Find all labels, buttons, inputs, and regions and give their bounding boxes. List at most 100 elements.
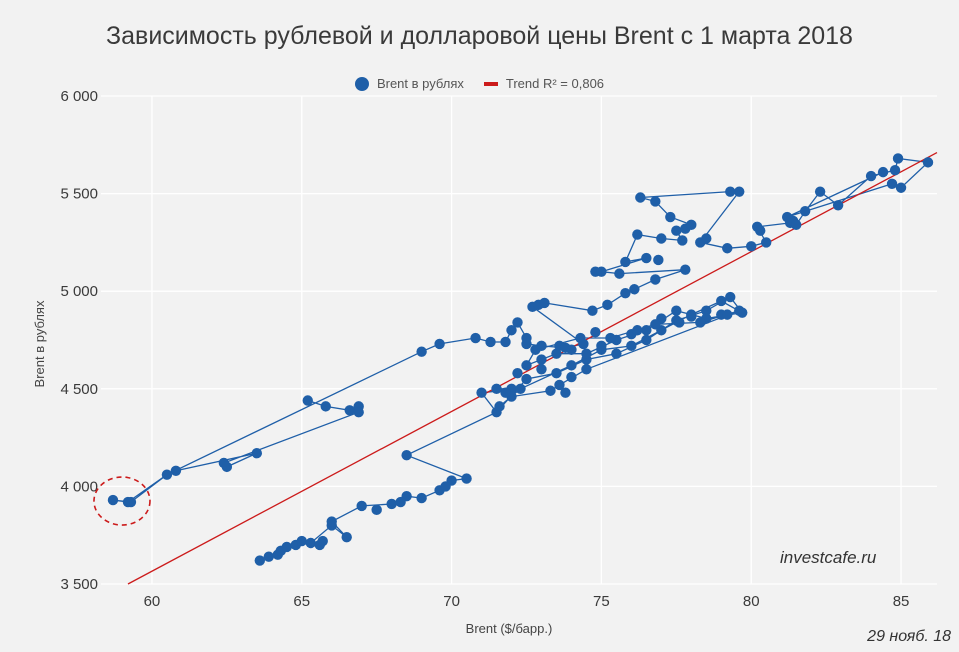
data-point bbox=[725, 186, 736, 197]
data-point bbox=[440, 481, 451, 492]
data-point bbox=[560, 387, 571, 398]
data-point bbox=[620, 287, 631, 299]
data-point bbox=[506, 325, 517, 336]
data-point bbox=[296, 535, 307, 547]
data-point bbox=[641, 334, 652, 346]
data-point bbox=[263, 551, 274, 562]
trend-line bbox=[127, 152, 938, 585]
data-point bbox=[632, 325, 643, 336]
data-point bbox=[734, 305, 745, 316]
y-tick-label: 5 000 bbox=[60, 283, 98, 300]
data-point bbox=[551, 367, 562, 379]
y-tick-label: 3 500 bbox=[60, 576, 98, 593]
x-tick-label: 80 bbox=[743, 593, 760, 610]
data-point bbox=[476, 387, 487, 398]
data-point bbox=[251, 448, 263, 459]
data-point bbox=[494, 401, 505, 412]
legend-item-rub[interactable]: Brent в рублях bbox=[354, 76, 464, 91]
data-point bbox=[566, 371, 577, 383]
data-point bbox=[536, 354, 547, 365]
data-point bbox=[716, 295, 727, 307]
data-point bbox=[317, 535, 328, 547]
data-point bbox=[521, 373, 532, 385]
data-point bbox=[125, 496, 137, 508]
data-point bbox=[653, 254, 664, 266]
data-point bbox=[356, 500, 367, 512]
data-point bbox=[305, 537, 316, 549]
data-point bbox=[416, 492, 427, 504]
data-point bbox=[590, 326, 601, 338]
data-point bbox=[320, 401, 331, 412]
legend-marker-trend bbox=[483, 81, 498, 86]
data-point bbox=[629, 284, 640, 295]
data-point bbox=[922, 157, 934, 168]
x-tick-label: 85 bbox=[893, 593, 910, 610]
data-point bbox=[626, 340, 637, 352]
data-point bbox=[656, 233, 667, 244]
y-tick-label: 5 500 bbox=[60, 186, 98, 203]
legend-label-rub: Brent в рублях bbox=[376, 76, 464, 91]
data-point bbox=[686, 311, 697, 322]
data-point bbox=[814, 186, 826, 197]
data-point bbox=[701, 305, 712, 316]
data-point bbox=[602, 299, 613, 311]
data-point bbox=[371, 504, 382, 516]
data-point bbox=[566, 360, 577, 371]
data-point bbox=[761, 237, 772, 248]
y-axis-label: Brent в рублях bbox=[32, 300, 47, 387]
data-point bbox=[746, 241, 757, 252]
data-point bbox=[889, 164, 901, 176]
data-point bbox=[536, 340, 547, 352]
data-point bbox=[545, 385, 556, 396]
data-point bbox=[554, 379, 565, 391]
data-point bbox=[281, 541, 292, 553]
data-point bbox=[892, 153, 904, 164]
data-point bbox=[596, 266, 607, 277]
data-point bbox=[701, 233, 712, 244]
data-point bbox=[605, 332, 616, 344]
data-point bbox=[635, 192, 646, 203]
data-point bbox=[341, 531, 352, 543]
data-point bbox=[515, 383, 526, 394]
data-point bbox=[401, 449, 412, 461]
data-point bbox=[722, 309, 733, 320]
data-point bbox=[650, 196, 661, 207]
data-point bbox=[620, 256, 631, 268]
chart-legend: Brent в рублях Trend R² = 0,806 bbox=[0, 76, 959, 91]
data-point bbox=[221, 461, 233, 473]
data-point bbox=[886, 178, 898, 190]
y-tick-label: 6 000 bbox=[60, 88, 98, 105]
data-point bbox=[677, 235, 688, 246]
data-point bbox=[799, 205, 811, 217]
data-point bbox=[470, 332, 481, 344]
legend-item-trend[interactable]: Trend R² = 0,806 bbox=[483, 76, 605, 91]
data-point bbox=[596, 340, 607, 352]
legend-label-trend: Trend R² = 0,806 bbox=[505, 76, 605, 91]
data-point bbox=[521, 360, 532, 371]
data-point bbox=[512, 317, 523, 328]
data-point bbox=[755, 225, 766, 236]
data-point bbox=[695, 317, 706, 328]
data-point bbox=[725, 291, 736, 303]
data-point bbox=[671, 305, 682, 316]
data-point bbox=[581, 348, 592, 359]
legend-marker-rub bbox=[354, 76, 369, 91]
data-point bbox=[539, 297, 550, 309]
data-point bbox=[641, 252, 652, 264]
data-point bbox=[781, 211, 793, 223]
x-tick-label: 75 bbox=[593, 593, 610, 610]
date-label: 29 нояб. 18 bbox=[867, 628, 951, 645]
data-point bbox=[895, 182, 907, 193]
data-point bbox=[170, 465, 182, 476]
x-tick-label: 65 bbox=[293, 593, 310, 610]
chart-title: Зависимость рублевой и долларовой цены B… bbox=[106, 22, 853, 50]
data-point bbox=[500, 387, 511, 398]
data-point bbox=[254, 555, 266, 566]
data-point bbox=[587, 305, 598, 316]
data-point bbox=[734, 186, 745, 197]
data-point bbox=[674, 317, 685, 328]
watermark: investcafe.ru bbox=[780, 548, 877, 567]
data-point bbox=[665, 211, 676, 223]
data-point bbox=[485, 336, 496, 348]
